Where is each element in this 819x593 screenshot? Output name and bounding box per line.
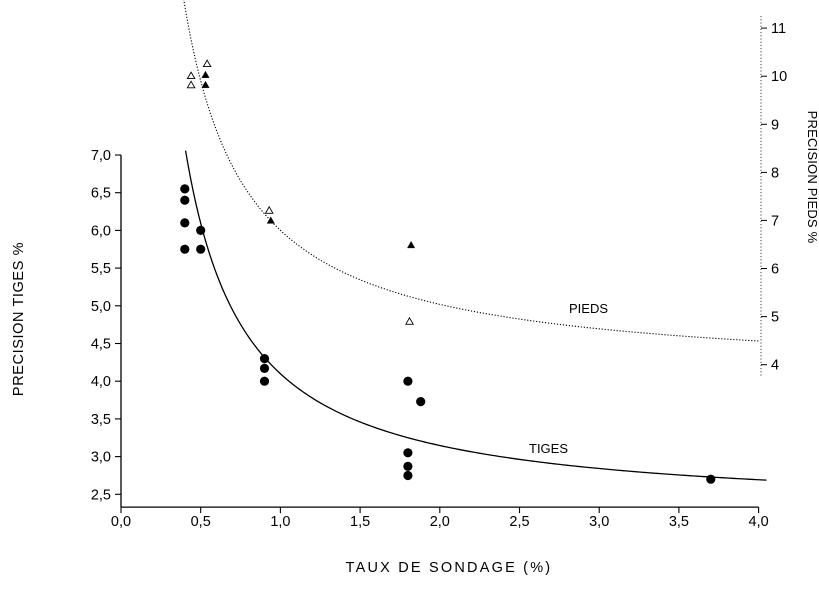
svg-text:PIEDS: PIEDS: [569, 301, 608, 316]
svg-text:1,5: 1,5: [350, 514, 370, 530]
svg-text:8: 8: [771, 165, 779, 181]
svg-text:6,5: 6,5: [91, 186, 111, 202]
svg-text:0,5: 0,5: [191, 514, 211, 530]
svg-text:1,0: 1,0: [270, 514, 290, 530]
svg-text:PRECISION TIGES %: PRECISION TIGES %: [11, 242, 27, 396]
svg-text:0,0: 0,0: [111, 514, 131, 530]
svg-text:3,0: 3,0: [91, 450, 111, 466]
svg-text:3,5: 3,5: [669, 514, 689, 530]
svg-text:3,5: 3,5: [91, 412, 111, 428]
svg-text:6: 6: [771, 262, 779, 278]
svg-text:2,5: 2,5: [509, 514, 529, 530]
svg-text:TIGES: TIGES: [529, 441, 568, 456]
svg-text:4,0: 4,0: [749, 514, 769, 530]
svg-text:6,0: 6,0: [91, 223, 111, 239]
svg-text:7,0: 7,0: [91, 148, 111, 164]
svg-text:2,0: 2,0: [430, 514, 450, 530]
svg-text:11: 11: [771, 21, 786, 37]
svg-text:5: 5: [771, 310, 779, 326]
svg-text:4: 4: [771, 358, 779, 374]
svg-text:9: 9: [771, 117, 779, 133]
svg-text:3,0: 3,0: [589, 514, 609, 530]
svg-text:PRECISION PIEDS %: PRECISION PIEDS %: [805, 111, 819, 244]
svg-text:10: 10: [771, 69, 787, 85]
svg-text:4,5: 4,5: [91, 337, 111, 353]
svg-text:TAUX DE SONDAGE (%): TAUX DE SONDAGE (%): [346, 560, 553, 576]
svg-text:5,0: 5,0: [91, 299, 111, 315]
svg-text:5,5: 5,5: [91, 261, 111, 277]
svg-text:4,0: 4,0: [91, 374, 111, 390]
svg-text:2,5: 2,5: [91, 487, 111, 503]
svg-text:7: 7: [771, 213, 779, 229]
